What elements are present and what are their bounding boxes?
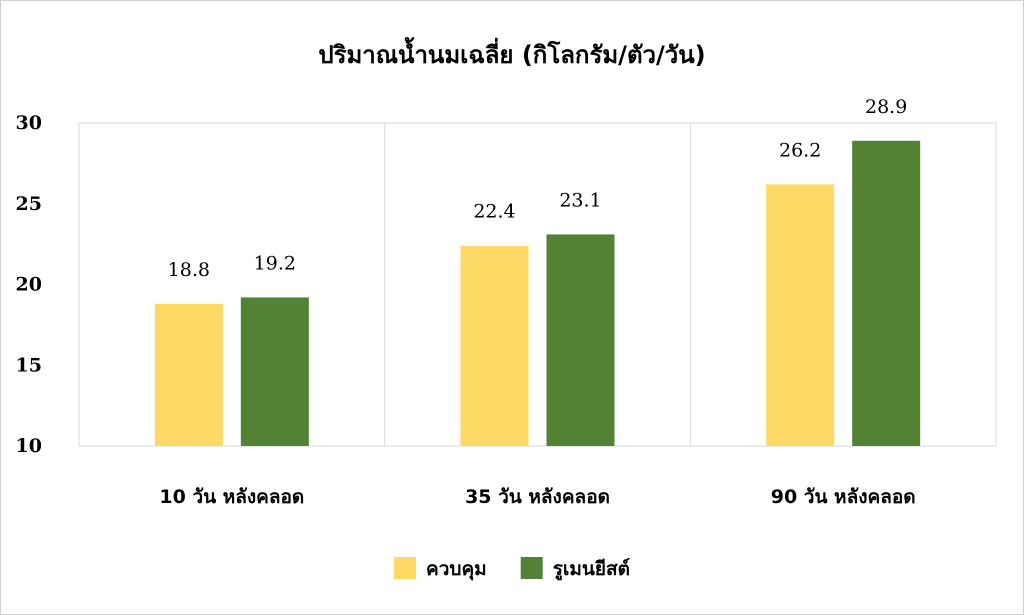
data-label: 19.2	[254, 252, 296, 274]
legend-label: รูเมนยีสต์	[553, 558, 630, 581]
x-category-label: 10 วัน หลังคลอด	[159, 486, 304, 508]
plot-border	[78, 122, 997, 447]
legend-swatch	[394, 557, 417, 579]
data-label: 18.8	[168, 259, 210, 281]
bar	[546, 234, 615, 446]
bar	[460, 245, 529, 446]
x-category-label: 90 วัน หลังคลอด	[771, 486, 916, 508]
data-label: 22.4	[473, 201, 515, 223]
data-label: 28.9	[865, 96, 907, 118]
y-tick-label: 30	[16, 112, 42, 134]
data-label: 23.1	[559, 189, 601, 211]
bar	[240, 297, 309, 446]
legend-swatch	[520, 557, 543, 579]
x-category-label: 35 วัน หลังคลอด	[465, 486, 610, 508]
y-tick-label: 15	[16, 354, 42, 376]
y-tick-label: 10	[16, 435, 42, 457]
bar	[766, 184, 835, 446]
data-label: 26.2	[779, 139, 821, 161]
bar	[154, 303, 223, 446]
legend: ควบคุม รูเมนยีสต์	[394, 557, 630, 581]
plot-area: 10 15 20 25 30 18.8 19.2 10 วัน หลังคลอด 22.4 23.…	[16, 96, 997, 508]
y-tick-label: 25	[16, 193, 42, 215]
legend-label: ควบคุม	[426, 558, 487, 581]
bar	[852, 140, 921, 446]
y-tick-label: 20	[16, 274, 42, 296]
chart-title: ปริมาณน้ำนมเฉลี่ย (กิโลกรัม/ตัว/วัน)	[318, 36, 705, 69]
